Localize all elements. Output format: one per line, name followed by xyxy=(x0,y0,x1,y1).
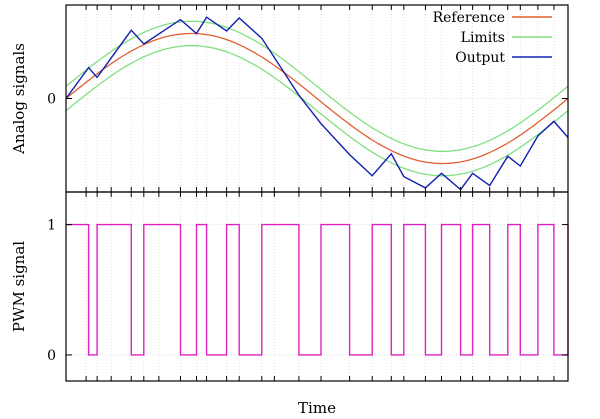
pwm-y-axis-label: PWM signal xyxy=(10,241,28,332)
pwm-lines xyxy=(66,223,569,356)
legend-label-reference: Reference xyxy=(433,10,505,26)
reference-line xyxy=(65,32,569,165)
legend-label-output: Output xyxy=(455,50,505,66)
pwm-line xyxy=(66,223,569,356)
pwm-ticks: 01 xyxy=(47,192,568,381)
analog-signals-panel: 0 Reference Limits Output Analog signals xyxy=(10,4,569,193)
x-axis-label: Time xyxy=(298,399,336,417)
analog-y-tick-label: 0 xyxy=(47,92,56,108)
legend-label-limits: Limits xyxy=(461,30,505,46)
pwm-plot-frame xyxy=(65,191,569,382)
analog-ticks: 0 xyxy=(47,5,568,192)
upper-limit-line xyxy=(65,20,569,152)
pwm-y-tick-label: 0 xyxy=(47,348,56,364)
pwm-signal-panel: 01 PWM signal xyxy=(10,191,569,382)
lower-limit-line xyxy=(65,45,569,177)
legend: Reference Limits Output xyxy=(433,10,552,66)
analog-y-axis-label: Analog signals xyxy=(10,43,28,155)
output-line xyxy=(65,16,569,191)
analog-lines xyxy=(65,16,569,191)
pwm-grid xyxy=(66,192,568,381)
analog-grid xyxy=(66,5,568,192)
pwm-y-tick-label: 1 xyxy=(47,218,56,234)
